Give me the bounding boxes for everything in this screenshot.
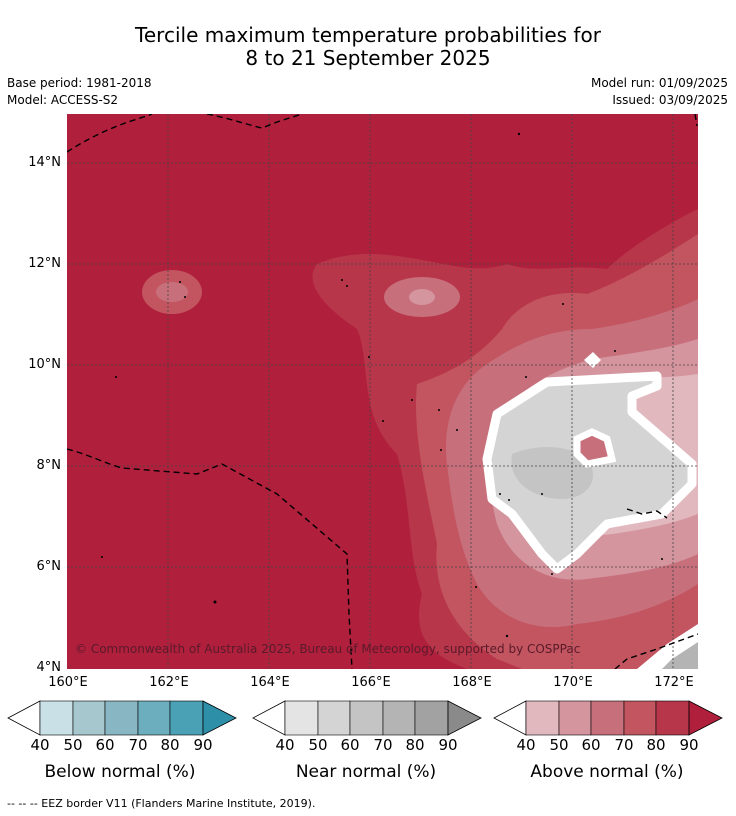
near-tick-90: 90	[438, 736, 458, 754]
below-tick-90: 90	[193, 736, 213, 754]
y-tick-4n: 4°N	[36, 660, 62, 675]
near-tick-60: 60	[340, 736, 360, 754]
near-tick-70: 70	[373, 736, 393, 754]
y-tick-10n: 10°N	[28, 357, 61, 372]
x-tick-166e: 166°E	[351, 675, 391, 690]
colorbar-above-normal	[493, 700, 723, 736]
probability-map: © Commonwealth of Australia 2025, Bureau…	[67, 114, 698, 669]
colorbar-near-normal-max-arrow	[447, 700, 482, 736]
y-tick-14n: 14°N	[28, 155, 61, 170]
near-tick-50: 50	[308, 736, 328, 754]
above-normal-label: Above normal (%)	[530, 762, 684, 782]
above-normal-inner-patch	[573, 428, 617, 468]
island-markers	[101, 132, 663, 638]
below-tick-50: 50	[63, 736, 83, 754]
x-tick-160e: 160°E	[48, 675, 88, 690]
above-normal-70-island-west	[156, 282, 188, 302]
issued-date: Issued: 03/09/2025	[612, 93, 728, 107]
above-tick-80: 80	[646, 736, 666, 754]
x-tick-164e: 164°E	[250, 675, 290, 690]
near-normal-50-region	[511, 447, 593, 499]
model-name: Model: ACCESS-S2	[7, 93, 119, 107]
base-period: Base period: 1981-2018	[7, 76, 152, 90]
title-line-2: 8 to 21 September 2025	[245, 46, 491, 70]
above-tick-40: 40	[516, 736, 536, 754]
y-tick-12n: 12°N	[28, 256, 61, 271]
above-normal-50-island-central	[409, 289, 435, 305]
x-tick-170e: 170°E	[553, 675, 593, 690]
copyright-notice: © Commonwealth of Australia 2025, Bureau…	[75, 642, 580, 656]
below-tick-80: 80	[160, 736, 180, 754]
above-tick-60: 60	[581, 736, 601, 754]
y-tick-8n: 8°N	[36, 458, 62, 473]
title-line-1: Tercile maximum temperature probabilitie…	[135, 23, 601, 47]
x-tick-168e: 168°E	[452, 675, 492, 690]
x-tick-162e: 162°E	[149, 675, 189, 690]
model-run: Model run: 01/09/2025	[590, 76, 728, 90]
x-tick-172e: 172°E	[654, 675, 694, 690]
above-tick-50: 50	[549, 736, 569, 754]
below-normal-label: Below normal (%)	[44, 762, 196, 782]
white-contour-patch	[584, 352, 601, 368]
below-tick-60: 60	[95, 736, 115, 754]
colorbar-above-normal-min-arrow	[493, 700, 527, 736]
eez-footer-note: -- -- -- EEZ border V11 (Flanders Marine…	[7, 797, 316, 810]
y-tick-6n: 6°N	[36, 559, 62, 574]
near-tick-40: 40	[275, 736, 295, 754]
eez-borders	[67, 114, 698, 669]
colorbar-below-normal-max-arrow	[202, 700, 237, 736]
near-tick-80: 80	[405, 736, 425, 754]
colorbar-above-normal-max-arrow	[688, 700, 723, 736]
above-tick-90: 90	[679, 736, 699, 754]
near-normal-label: Near normal (%)	[295, 762, 437, 782]
above-tick-70: 70	[614, 736, 634, 754]
below-tick-70: 70	[128, 736, 148, 754]
colorbar-below-normal-min-arrow	[7, 700, 41, 736]
graticule	[67, 114, 698, 669]
near-normal-southeast-region	[662, 642, 698, 669]
colorbar-near-normal-min-arrow	[252, 700, 286, 736]
colorbar-below-normal	[7, 700, 237, 736]
colorbar-near-normal	[252, 700, 482, 736]
below-tick-40: 40	[30, 736, 50, 754]
